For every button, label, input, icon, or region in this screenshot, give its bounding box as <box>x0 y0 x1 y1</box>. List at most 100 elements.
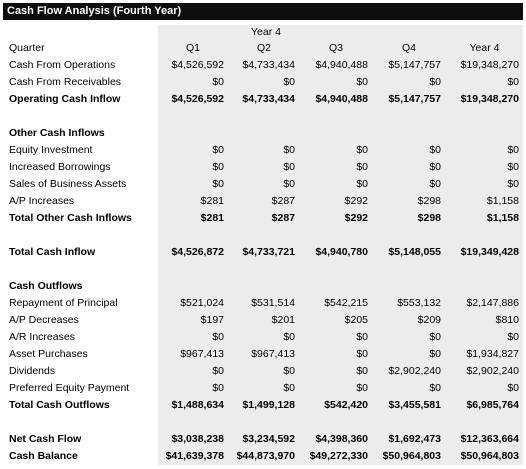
cell-q1: $0 <box>212 331 224 343</box>
cell-q3: $0 <box>356 348 368 360</box>
row-label: Sales of Business Assets <box>9 178 127 190</box>
quarter-label: Quarter <box>9 42 45 54</box>
table-row: A/P Increases $281 $287 $292 $298 $1,158 <box>3 193 523 210</box>
cell-q1: $1,488,634 <box>171 399 224 411</box>
total-row: Operating Cash Inflow $4,526,592 $4,733,43… <box>3 91 523 108</box>
row-label: Equity Investment <box>9 144 93 156</box>
section-spacer <box>3 414 523 431</box>
cell-year: $19,349,428 <box>460 246 519 258</box>
cell-q2: $3,234,592 <box>242 433 295 445</box>
table-row: Asset Purchases $967,413 $967,413 $0 $0 $1,93… <box>3 346 523 363</box>
cell-q4: $0 <box>429 331 441 343</box>
table-row: Cash From Receivables $0 $0 $0 $0 $0 <box>3 74 523 91</box>
cell-q4: $0 <box>429 76 441 88</box>
cell-q4: $5,147,757 <box>388 59 441 71</box>
cell-q1: $281 <box>200 212 224 224</box>
cell-year: $19,348,270 <box>460 59 519 71</box>
row-label: Asset Purchases <box>9 348 88 360</box>
row-label: Increased Borrowings <box>9 161 111 173</box>
row-label: Dividends <box>9 365 56 377</box>
cell-year: $2,147,886 <box>466 297 519 309</box>
cell-q2: $967,413 <box>251 348 295 360</box>
cell-year: $0 <box>507 331 519 343</box>
total-row: Total Cash Inflow $4,526,872 $4,733,721 $4,… <box>3 244 523 261</box>
cell-q1: $0 <box>212 365 224 377</box>
year-header-row: Year 4 <box>3 25 523 40</box>
table-row: Equity Investment $0 $0 $0 $0 $0 <box>3 142 523 159</box>
cell-q1: $0 <box>212 76 224 88</box>
sheet-title: Cash Flow Analysis (Fourth Year) <box>3 3 523 20</box>
cell-q3: $0 <box>356 178 368 190</box>
row-label: A/P Decreases <box>9 314 79 326</box>
cell-q3: $4,398,360 <box>315 433 368 445</box>
table-row: Cash From Operations $4,526,592 $4,733,434… <box>3 57 523 74</box>
col-header-year: Year 4 <box>469 42 500 54</box>
cell-q3: $0 <box>356 76 368 88</box>
section-heading: Cash Outflows <box>9 280 83 292</box>
table-row: Sales of Business Assets $0 $0 $0 $0 $0 <box>3 176 523 193</box>
cell-q1: $0 <box>212 161 224 173</box>
section-spacer <box>3 227 523 244</box>
row-label: Preferred Equity Payment <box>9 382 130 394</box>
cell-year: $19,348,270 <box>460 93 519 105</box>
total-row: Net Cash Flow $3,038,238 $3,234,592 $4,398,… <box>3 431 523 448</box>
cell-q3: $292 <box>344 212 368 224</box>
cell-q3: $292 <box>344 195 368 207</box>
cell-q1: $4,526,592 <box>171 59 224 71</box>
row-label: Cash From Receivables <box>9 76 122 88</box>
row-label: Total Cash Inflow <box>9 246 96 258</box>
cell-year: $0 <box>507 178 519 190</box>
cell-q2: $4,733,721 <box>242 246 295 258</box>
cell-q1: $521,024 <box>180 297 224 309</box>
cell-q2: $4,733,434 <box>242 93 295 105</box>
cell-year: $0 <box>507 144 519 156</box>
row-label: Repayment of Principal <box>9 297 118 309</box>
section-heading-row: Other Cash Inflows <box>3 125 523 142</box>
cell-q3: $0 <box>356 144 368 156</box>
section-spacer <box>3 261 523 278</box>
col-header-q4: Q4 <box>401 42 416 54</box>
cell-q4: $298 <box>417 195 441 207</box>
cell-q2: $201 <box>271 314 295 326</box>
quarter-header-row: Quarter Q1 Q2 Q3 Q4 Year 4 <box>3 40 523 57</box>
cell-year: $0 <box>507 161 519 173</box>
cell-q2: $1,499,128 <box>242 399 295 411</box>
cell-year: $50,964,803 <box>460 450 519 462</box>
row-label: Cash From Operations <box>9 59 116 71</box>
cell-q1: $967,413 <box>180 348 224 360</box>
rows-container: Cash From Operations $4,526,592 $4,733,434… <box>3 57 523 465</box>
data-column-band <box>158 25 523 465</box>
sheet-body: Year 4 Quarter Q1 Q2 Q3 Q4 Year 4 Cash F… <box>3 25 523 465</box>
cell-q4: $5,148,055 <box>388 246 441 258</box>
cell-q4: $50,964,803 <box>382 450 441 462</box>
cell-q3: $542,215 <box>324 297 368 309</box>
cell-q4: $3,455,581 <box>388 399 441 411</box>
cash-flow-sheet: Cash Flow Analysis (Fourth Year) Year 4 … <box>3 3 523 465</box>
row-label: Total Cash Outflows <box>9 399 110 411</box>
row-label: Operating Cash Inflow <box>9 93 121 105</box>
section-spacer <box>3 108 523 125</box>
cell-q4: $553,132 <box>397 297 441 309</box>
cell-year: $6,985,764 <box>466 399 519 411</box>
year-header: Year 4 <box>251 26 281 38</box>
cell-q1: $3,038,238 <box>171 433 224 445</box>
table-row: A/P Decreases $197 $201 $205 $209 $810 <box>3 312 523 329</box>
col-header-q2: Q2 <box>256 42 271 54</box>
cell-q4: $2,902,240 <box>388 365 441 377</box>
cell-q4: $0 <box>429 178 441 190</box>
cell-q1: $4,526,872 <box>171 246 224 258</box>
cell-q3: $205 <box>344 314 368 326</box>
cell-year: $1,158 <box>486 195 519 207</box>
cell-year: $1,158 <box>486 212 519 224</box>
table-row: Increased Borrowings $0 $0 $0 $0 $0 <box>3 159 523 176</box>
col-header-q3: Q3 <box>328 42 343 54</box>
title-gap <box>3 20 523 25</box>
cell-year: $810 <box>495 314 519 326</box>
cell-year: $0 <box>507 76 519 88</box>
cell-q3: $4,940,488 <box>315 93 368 105</box>
cell-q3: $4,940,780 <box>315 246 368 258</box>
row-label: A/P Increases <box>9 195 75 207</box>
table-row: Dividends $0 $0 $0 $2,902,240 $2,902,240 <box>3 363 523 380</box>
cell-q3: $542,420 <box>324 399 368 411</box>
cell-q4: $0 <box>429 382 441 394</box>
